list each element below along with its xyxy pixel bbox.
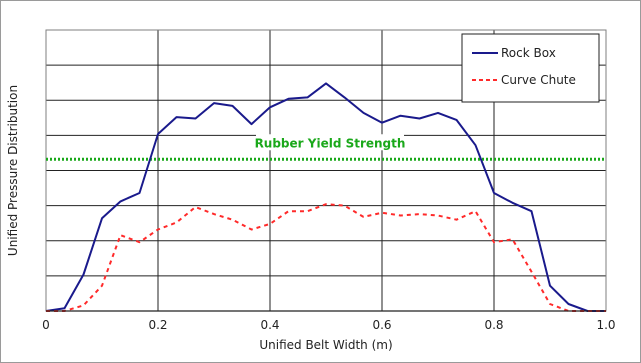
- y-axis-label: Unified Pressure Distribution: [6, 85, 20, 256]
- x-tick-label: 1.0: [596, 318, 615, 332]
- x-tick-label: 0: [42, 318, 50, 332]
- reference-label-background: [256, 134, 404, 151]
- x-tick-label: 0.8: [484, 318, 503, 332]
- reference-line-label: Rubber Yield Strength: [255, 136, 406, 150]
- series-layer: [45, 82, 606, 312]
- x-tick-label: 0.4: [260, 318, 279, 332]
- x-tick-label: 0.6: [372, 318, 391, 332]
- tick-labels: 0 0.2 0.4 0.6 0.8 1.0: [42, 318, 615, 332]
- x-tick-label: 0.2: [148, 318, 167, 332]
- legend-label-curve-chute: Curve Chute: [501, 73, 576, 87]
- legend-box: [461, 33, 600, 103]
- series-line-curve-chute: [46, 203, 606, 312]
- series-line-rock-box: [45, 82, 606, 312]
- x-axis-label: Unified Belt Width (m): [259, 338, 392, 352]
- legend: Rock Box Curve Chute: [461, 33, 600, 103]
- legend-label-rock-box: Rock Box: [501, 46, 556, 60]
